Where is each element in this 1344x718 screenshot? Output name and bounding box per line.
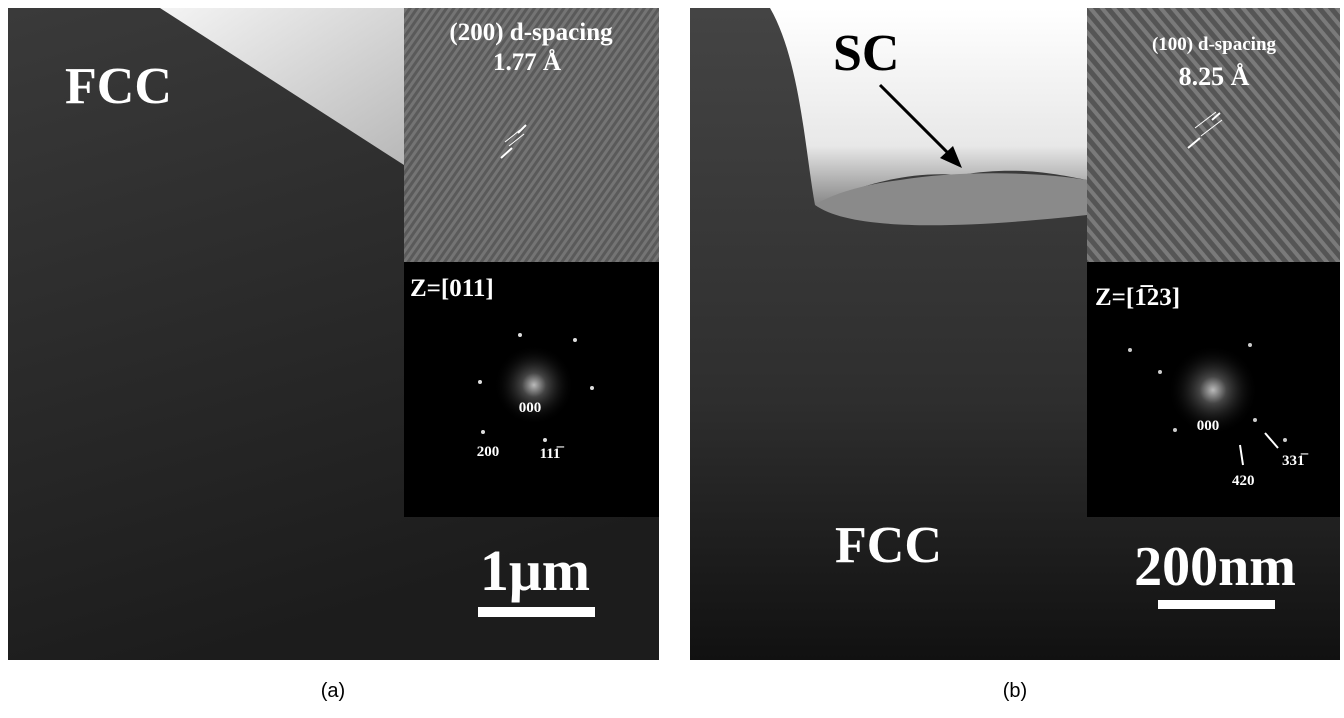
phase-label: FCC (65, 58, 172, 115)
zone-axis: Z=[011] (410, 275, 494, 302)
phase-label: FCC (835, 517, 942, 574)
inset-value: 1.77 Å (493, 48, 561, 76)
zone-axis: Z=[1̅23] (1095, 284, 1180, 311)
figure: FCC (200) d-spacing 1.77 Å Z=[011] 000 2… (0, 0, 1344, 713)
spot-label: 200 (477, 444, 500, 460)
panel-b: SC FCC (100) d-spacing 8.25 Å Z=[1̅23] 0… (690, 8, 1340, 702)
inset-value: 8.25 Å (1179, 62, 1250, 91)
scale-bar (1158, 600, 1275, 609)
caption: (a) (321, 680, 345, 702)
phase-label: SC (833, 25, 899, 82)
scale-label: 200nm (1134, 536, 1296, 598)
spot-label: 000 (519, 400, 542, 416)
spot-label: 420 (1232, 473, 1255, 489)
inset-title: (200) d-spacing (449, 19, 613, 46)
panel-a: FCC (200) d-spacing 1.77 Å Z=[011] 000 2… (8, 8, 659, 702)
scale-label: 1μm (480, 538, 590, 603)
scale-bar (478, 607, 595, 617)
hrtem-inset (404, 8, 659, 262)
spot-label: 000 (1197, 418, 1220, 434)
caption: (b) (1003, 680, 1027, 702)
inset-title: (100) d-spacing (1152, 34, 1277, 55)
